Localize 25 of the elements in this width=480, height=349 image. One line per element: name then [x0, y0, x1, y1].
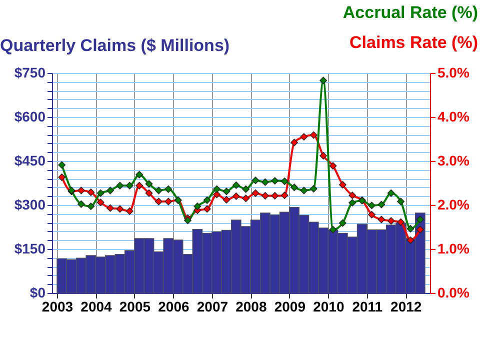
x-tick-label: 2005 — [119, 298, 151, 314]
y-tick-label: $450 — [14, 152, 46, 168]
x-tick-label: 2007 — [196, 298, 228, 314]
y-tick-label: $0 — [30, 284, 46, 300]
x-tick-label: 2008 — [236, 298, 267, 314]
y2-tick-label: 5.0% — [438, 64, 470, 80]
y-tick-label: $750 — [14, 64, 46, 80]
y2-tick-label: 4.0% — [438, 108, 470, 124]
y-tick-label: $600 — [14, 108, 46, 124]
y2-tick-label: 2.0% — [438, 196, 470, 212]
x-tick-label: 2003 — [42, 298, 74, 314]
x-tick-label: 2004 — [80, 298, 112, 314]
x-tick-label: 2010 — [313, 298, 344, 314]
text: Claims Rate (%) — [350, 33, 478, 52]
y-tick-label: $150 — [14, 240, 46, 256]
text: Quarterly Claims ($ Millions) — [0, 36, 230, 55]
x-tick-label: 2012 — [390, 298, 422, 314]
y2-tick-label: 1.0% — [438, 240, 470, 256]
text: Accrual Rate (%) — [342, 3, 478, 22]
y2-tick-label: 3.0% — [438, 152, 470, 168]
y-tick-label: $300 — [14, 196, 46, 212]
x-tick-label: 2009 — [274, 298, 306, 314]
x-tick-label: 2006 — [158, 298, 190, 314]
x-tick-label: 2011 — [352, 298, 383, 314]
y2-tick-label: 0.0% — [438, 284, 470, 300]
